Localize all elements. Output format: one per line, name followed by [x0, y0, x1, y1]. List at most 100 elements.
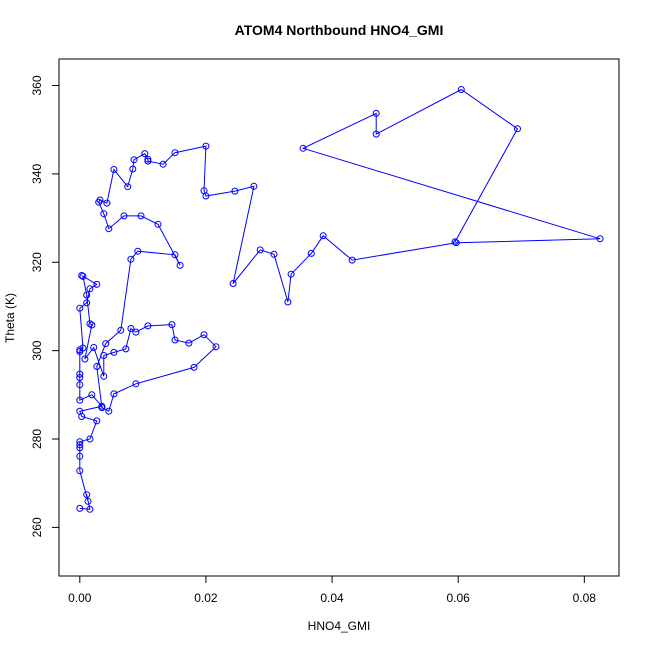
data-point [229, 280, 237, 287]
data-point [514, 125, 521, 133]
data-point [141, 150, 149, 158]
data-point [76, 304, 84, 312]
data-point [270, 250, 278, 258]
data-point [372, 130, 380, 138]
data-point [76, 396, 84, 404]
data-point [76, 370, 84, 378]
plot-area [58, 58, 620, 577]
x-axis-label: HNO4_GMI [308, 619, 371, 633]
y-tick-label: 300 [30, 340, 44, 360]
x-tick-label: 0.04 [320, 591, 344, 605]
data-point [86, 285, 94, 293]
data-point [307, 249, 315, 257]
data-point [137, 212, 145, 220]
data-point [122, 345, 130, 353]
data-point [93, 280, 101, 288]
x-tick-label: 0.06 [447, 591, 471, 605]
data-point [78, 272, 86, 279]
data-point [83, 291, 91, 299]
data-point [144, 322, 152, 330]
data-point [103, 199, 111, 207]
data-point [159, 160, 167, 168]
y-axis: 260 280 300 320 340 360 [30, 75, 60, 537]
data-point [100, 210, 108, 218]
data-point [287, 270, 295, 278]
data-point [76, 374, 84, 382]
data-point [144, 157, 152, 165]
data-point [127, 255, 135, 263]
data-point [76, 441, 84, 449]
x-tick-label: 0.02 [194, 591, 218, 605]
data-point [76, 438, 84, 446]
data-point [83, 299, 91, 307]
data-point [185, 339, 193, 347]
x-tick-label: 0.00 [68, 591, 92, 605]
data-point [79, 272, 87, 280]
data-point [319, 232, 327, 240]
data-point [348, 256, 356, 264]
data-point [200, 331, 208, 339]
data-point [171, 149, 179, 157]
data-point [124, 183, 132, 191]
data-point [84, 497, 92, 505]
data-point [88, 391, 96, 399]
data-point [88, 321, 96, 329]
data-point [132, 380, 140, 388]
data-point [372, 109, 380, 117]
data-point [129, 165, 137, 173]
data-point [171, 336, 179, 344]
data-point [83, 491, 91, 499]
data-point [256, 246, 264, 254]
chart-title: ATOM4 Northbound HNO4_GMI [235, 22, 444, 38]
data-point [212, 343, 220, 351]
data-point [120, 212, 128, 220]
data-point [93, 363, 101, 370]
data-point [284, 298, 292, 306]
data-point [100, 352, 108, 359]
data-point [130, 156, 138, 164]
data-point [452, 239, 460, 247]
y-axis-label: Theta (K) [3, 293, 17, 343]
data-point [86, 320, 94, 328]
data-point [117, 326, 125, 334]
data-point [86, 505, 94, 513]
data-point [102, 340, 110, 348]
data-point [176, 261, 184, 269]
data-point [154, 220, 162, 228]
data-point [110, 348, 118, 356]
y-tick-label: 260 [30, 517, 44, 537]
x-tick-label: 0.08 [573, 591, 597, 605]
data-point [457, 86, 465, 93]
data-point [76, 407, 84, 415]
y-tick-label: 320 [30, 252, 44, 272]
data-point [96, 196, 104, 204]
data-point [76, 381, 84, 389]
data-point [79, 344, 87, 352]
plot-frame [58, 58, 620, 577]
data-series [76, 86, 604, 513]
data-point [451, 238, 459, 246]
data-point [76, 452, 84, 460]
data-point [231, 187, 239, 195]
data-point [596, 235, 604, 243]
data-point [134, 247, 142, 255]
data-point [110, 166, 118, 173]
data-point [168, 321, 176, 329]
data-point [299, 144, 307, 152]
series-line [79, 88, 601, 510]
y-tick-label: 360 [30, 75, 44, 95]
data-point [98, 404, 106, 412]
data-point [110, 390, 118, 398]
data-point [202, 192, 210, 200]
y-tick-label: 340 [30, 164, 44, 184]
data-point [250, 182, 258, 190]
data-point [93, 417, 101, 425]
data-point [190, 363, 198, 371]
data-point [105, 407, 113, 415]
data-point [202, 142, 210, 150]
data-point [90, 344, 98, 351]
data-point [76, 504, 84, 512]
data-point [105, 225, 113, 233]
y-tick-label: 280 [30, 429, 44, 449]
